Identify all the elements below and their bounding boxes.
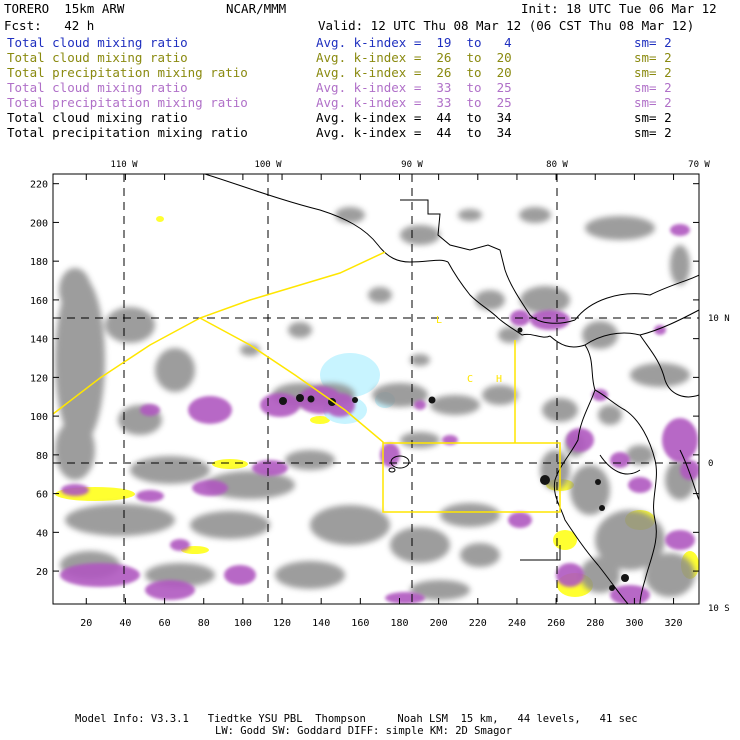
x-tick-label: 240 [508, 618, 526, 629]
precip-shading [60, 224, 699, 604]
convective-cores [279, 327, 629, 591]
model-title: TORERO 15km ARW [4, 1, 125, 16]
legend-range: Avg. k-index = 26 to 20 [316, 65, 512, 80]
x-tick-label: 60 [159, 618, 171, 629]
longitude-label: 80 W [546, 160, 568, 170]
x-tick-label: 80 [198, 618, 210, 629]
region-letter: H [496, 374, 502, 385]
x-tick-label: 120 [273, 618, 291, 629]
y-tick-label: 160 [30, 296, 48, 307]
y-tick-label: 140 [30, 335, 48, 346]
legend-sm: sm= 2 [634, 110, 672, 125]
x-tick-label: 140 [312, 618, 330, 629]
plot-area: L C H [53, 174, 699, 604]
latitude-label: 10 N [708, 314, 730, 324]
longitude-label: 90 W [401, 160, 423, 170]
coastlines [204, 174, 699, 604]
legend-field: Total precipitation mixing ratio [7, 65, 248, 80]
legend-range: Avg. k-index = 33 to 25 [316, 80, 512, 95]
legend-range: Avg. k-index = 19 to 4 [316, 35, 512, 50]
y-tick-label: 220 [30, 180, 48, 191]
legend-sm: sm= 2 [634, 65, 672, 80]
legend-range: Avg. k-index = 44 to 34 [316, 110, 512, 125]
y-tick-label: 100 [30, 412, 48, 423]
legend-range: Avg. k-index = 26 to 20 [316, 50, 512, 65]
x-tick-label: 180 [390, 618, 408, 629]
y-tick-label: 60 [36, 490, 48, 501]
legend-field: Total cloud mixing ratio [7, 110, 188, 125]
longitude-labels: 110 W 100 W 90 W 80 W 70 W [110, 160, 710, 170]
model-physics: LW: Godd SW: Goddard DIFF: simple KM: 2D… [215, 725, 513, 737]
map-frame [52, 173, 700, 605]
legend-sm: sm= 2 [634, 80, 672, 95]
org-label: NCAR/MMM [226, 1, 287, 16]
legend-sm: sm= 2 [634, 125, 672, 140]
y-tick-label: 80 [36, 451, 48, 462]
latitude-labels: 10 N 0 10 S [708, 314, 730, 614]
latitude-label: 10 S [708, 604, 730, 614]
x-tick-label: 160 [351, 618, 369, 629]
y-tick-label: 20 [36, 567, 48, 578]
region-letter: C [467, 374, 473, 385]
forecast-map: LC H 20 40 60 80 100 120 140 160 180 200 220 240 260 2… [30, 160, 730, 629]
y-tick-label: 180 [30, 257, 48, 268]
lat-lon-grid [53, 174, 699, 604]
region-letters: L C H [436, 315, 502, 385]
legend-field: Total cloud mixing ratio [7, 50, 188, 65]
x-tick-label: 280 [586, 618, 604, 629]
longitude-label: 70 W [688, 160, 710, 170]
y-tick-label: 40 [36, 528, 48, 539]
longitude-label: 100 W [254, 160, 282, 170]
model-info: Model Info: V3.3.1 Tiedtke YSU PBL Thomp… [75, 713, 638, 725]
init-time: Init: 18 UTC Tue 06 Mar 12 [521, 1, 717, 16]
region-boundaries [53, 251, 561, 513]
legend-sm: sm= 2 [634, 50, 672, 65]
cloud-shading [55, 207, 695, 600]
y-tick-labels: 20 40 60 80 100 120 140 160 180 200 220 [30, 180, 48, 578]
latitude-label: 0 [708, 459, 713, 469]
legend-range: Avg. k-index = 33 to 25 [316, 95, 512, 110]
legend-field: Total precipitation mixing ratio [7, 95, 248, 110]
x-tick-label: 40 [119, 618, 131, 629]
region-letter: L [436, 315, 442, 326]
valid-time: Valid: 12 UTC Thu 08 Mar 12 (06 CST Thu … [318, 18, 695, 33]
legend-field: Total precipitation mixing ratio [7, 125, 248, 140]
x-tick-label: 100 [234, 618, 252, 629]
x-tick-label: 220 [469, 618, 487, 629]
x-tick-labels: 20 40 60 80 100 120 140 160 180 200 220 240 260 280 30… [80, 618, 682, 629]
y-tick-label: 200 [30, 218, 48, 229]
forecast-hour: Fcst: 42 h [4, 18, 95, 33]
longitude-label: 110 W [110, 160, 138, 170]
axis-ticks [53, 174, 699, 604]
x-tick-label: 320 [665, 618, 683, 629]
x-tick-label: 200 [430, 618, 448, 629]
y-tick-label: 120 [30, 373, 48, 384]
legend-field: Total cloud mixing ratio [7, 35, 188, 50]
legend-sm: sm= 2 [634, 95, 672, 110]
legend-sm: sm= 2 [634, 35, 672, 50]
legend-field: Total cloud mixing ratio [7, 80, 188, 95]
x-tick-label: 260 [547, 618, 565, 629]
x-tick-label: 20 [80, 618, 92, 629]
x-tick-label: 300 [625, 618, 643, 629]
legend-range: Avg. k-index = 44 to 34 [316, 125, 512, 140]
